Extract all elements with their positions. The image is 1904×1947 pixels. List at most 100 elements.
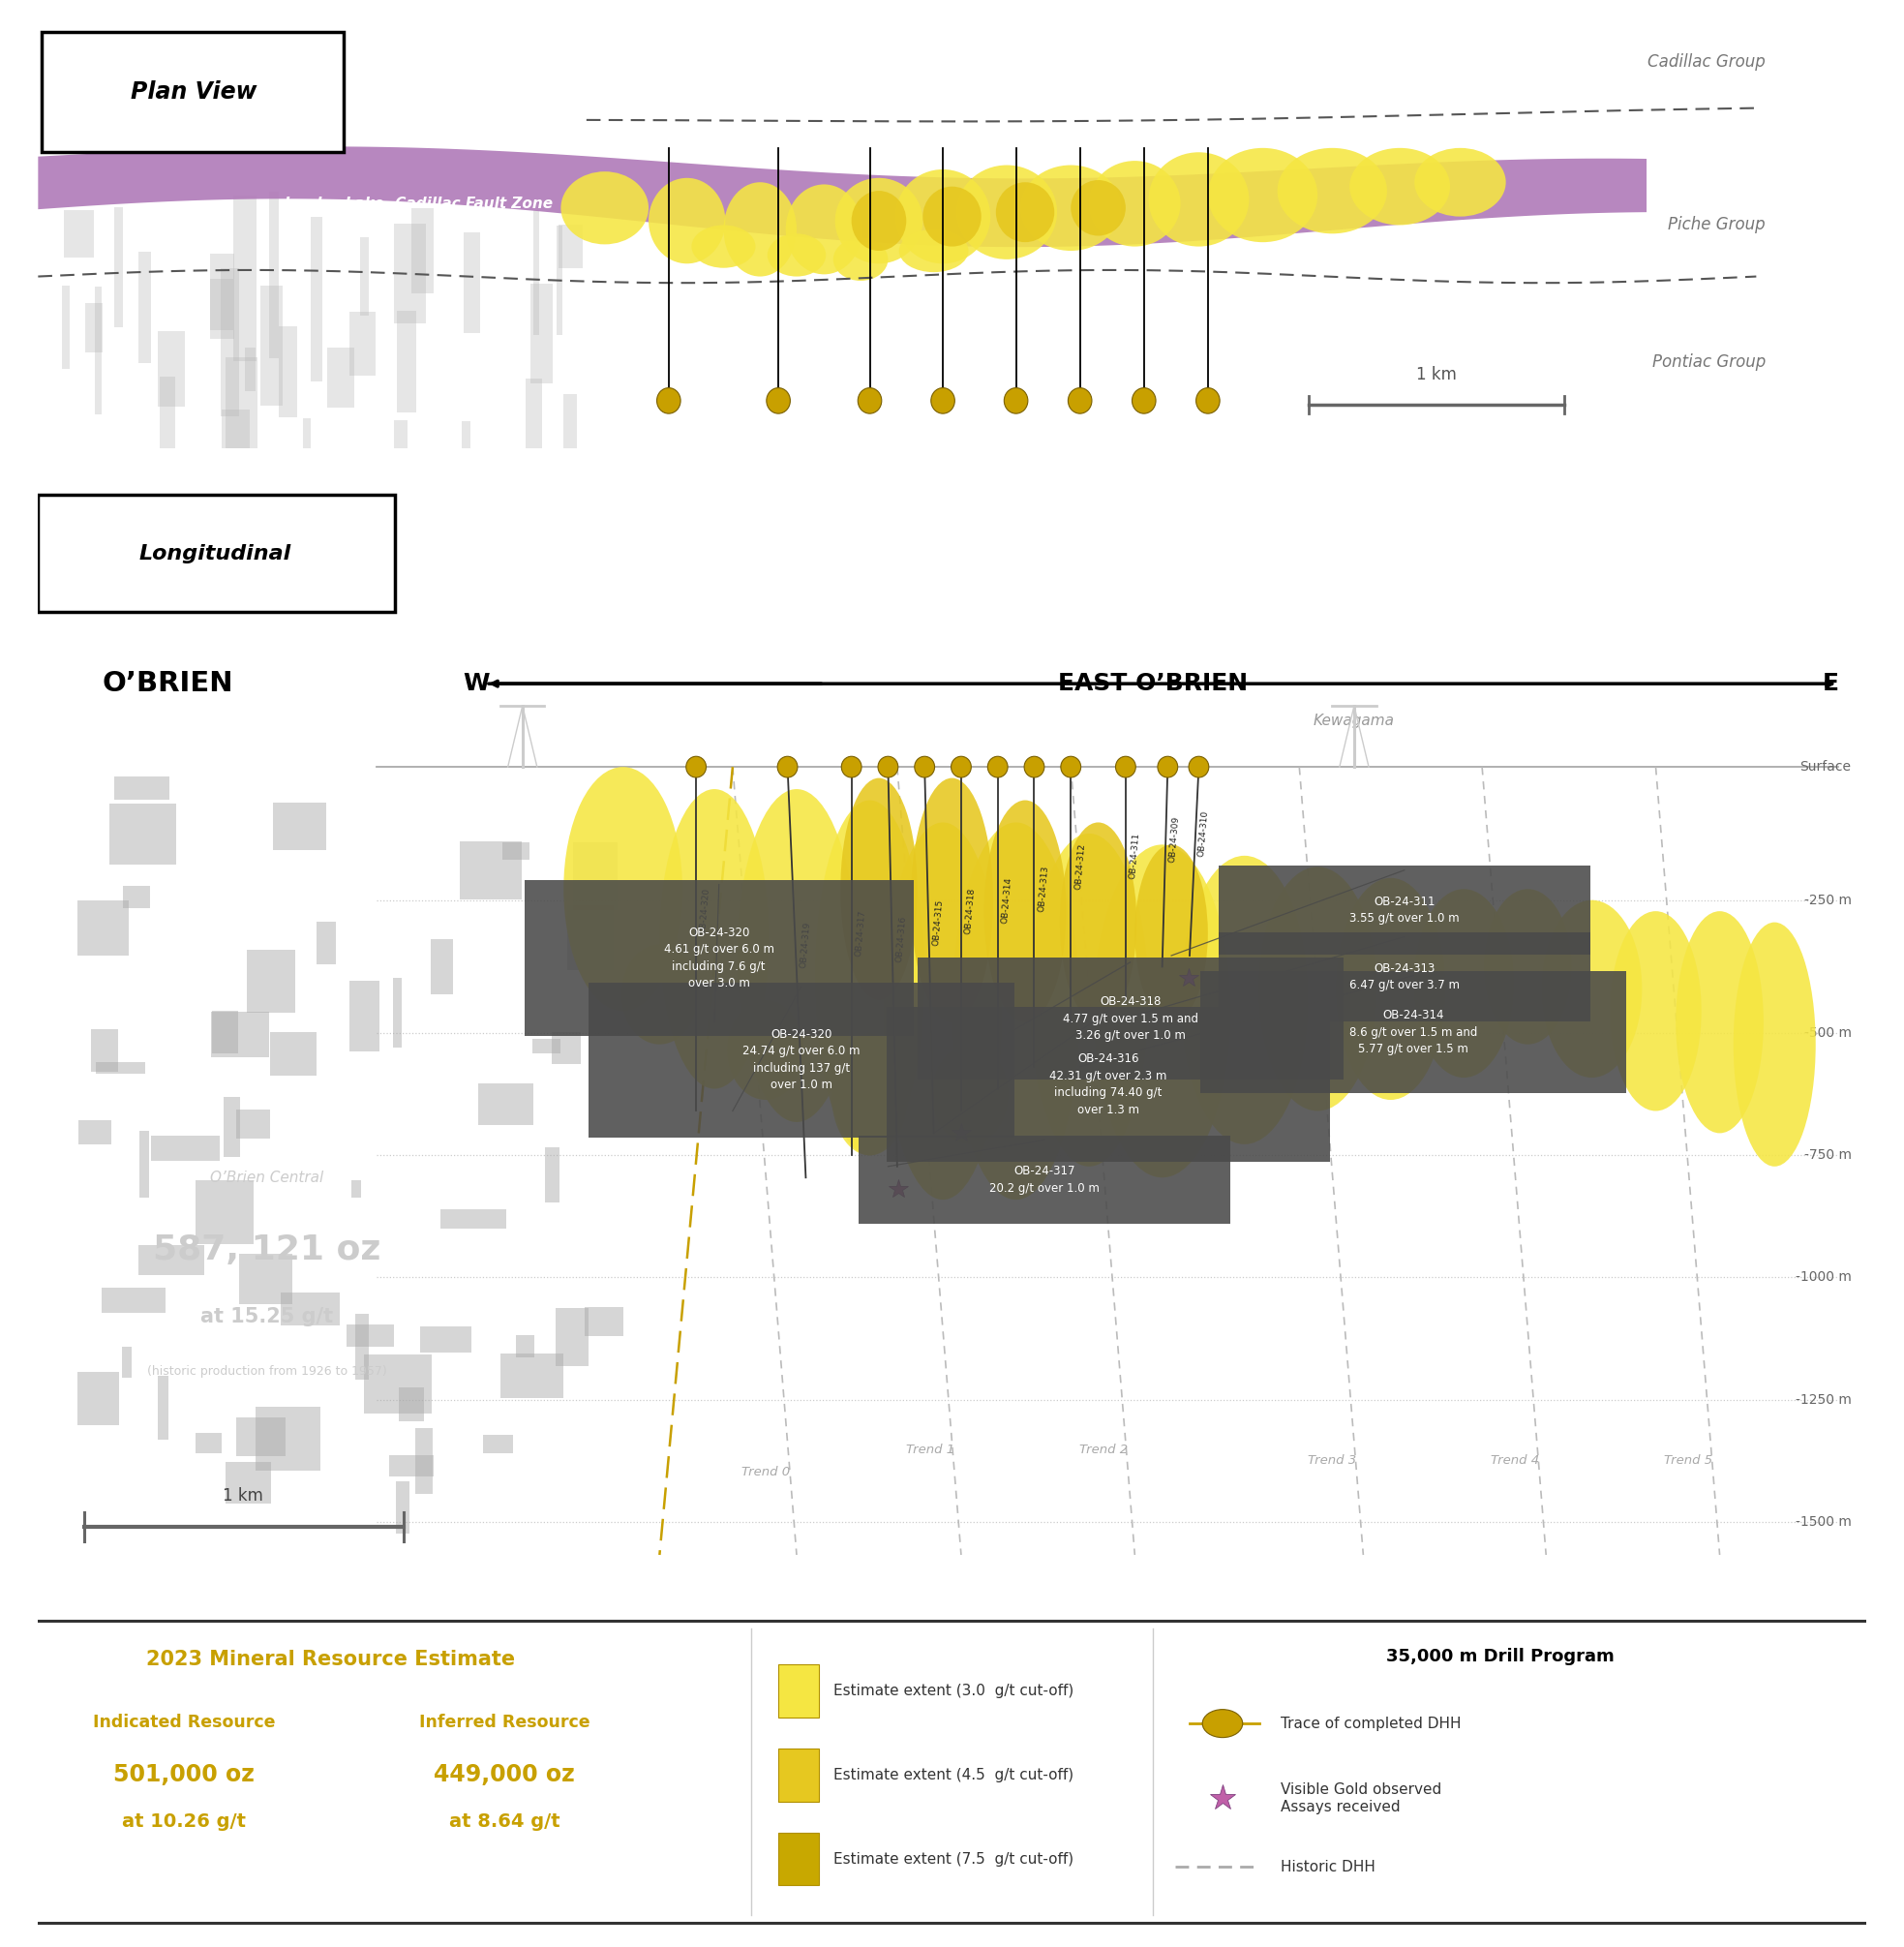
Ellipse shape	[834, 238, 887, 280]
Bar	[268, 193, 280, 358]
Text: Estimate extent (4.5  g/t cut-off): Estimate extent (4.5 g/t cut-off)	[834, 1768, 1074, 1782]
Bar	[139, 251, 150, 364]
Bar	[103, 1287, 166, 1312]
Ellipse shape	[895, 169, 990, 263]
Ellipse shape	[786, 185, 863, 275]
Bar	[97, 1061, 147, 1075]
Text: 35,000 m Drill Program: 35,000 m Drill Program	[1386, 1647, 1615, 1665]
Text: 501,000 oz: 501,000 oz	[114, 1764, 255, 1787]
Bar	[78, 900, 129, 956]
Text: Historic DHH: Historic DHH	[1281, 1859, 1377, 1875]
Bar	[122, 886, 150, 907]
Ellipse shape	[1116, 755, 1135, 777]
Text: Indicated Resource: Indicated Resource	[93, 1713, 276, 1731]
Text: Inferred Resource: Inferred Resource	[419, 1713, 590, 1731]
Text: 1 km: 1 km	[223, 1488, 263, 1505]
Ellipse shape	[727, 1001, 803, 1100]
Ellipse shape	[777, 755, 798, 777]
Ellipse shape	[1061, 755, 1081, 777]
Bar	[501, 1353, 564, 1398]
Bar	[779, 1665, 819, 1717]
Bar	[310, 216, 322, 382]
Ellipse shape	[1068, 387, 1091, 413]
Bar	[303, 419, 310, 555]
FancyBboxPatch shape	[1201, 972, 1626, 1092]
Text: Trend 4: Trend 4	[1491, 1454, 1538, 1466]
Bar	[388, 1454, 434, 1476]
Text: OB-24-314
8.6 g/t over 1.5 m and
5.77 g/t over 1.5 m: OB-24-314 8.6 g/t over 1.5 m and 5.77 g/…	[1350, 1009, 1478, 1055]
Bar	[364, 1355, 432, 1414]
Text: Surface: Surface	[1799, 759, 1851, 773]
Ellipse shape	[952, 755, 971, 777]
Text: OB-24-311
3.55 g/t over 1.0 m: OB-24-311 3.55 g/t over 1.0 m	[1350, 896, 1458, 925]
Text: OB-24-314: OB-24-314	[1000, 876, 1013, 923]
FancyBboxPatch shape	[1219, 866, 1590, 954]
Bar	[411, 208, 434, 292]
Bar	[280, 1293, 339, 1326]
Bar	[442, 1209, 506, 1229]
FancyBboxPatch shape	[918, 958, 1342, 1081]
Ellipse shape	[1542, 900, 1641, 1079]
Ellipse shape	[691, 226, 756, 269]
Bar	[421, 1326, 472, 1351]
Bar	[356, 1314, 369, 1380]
FancyBboxPatch shape	[42, 33, 343, 152]
Ellipse shape	[767, 387, 790, 413]
Bar	[160, 378, 175, 471]
Text: Trend 1: Trend 1	[906, 1443, 954, 1456]
Bar	[558, 224, 583, 267]
Bar	[556, 226, 562, 335]
Bar	[234, 197, 257, 360]
Ellipse shape	[621, 944, 699, 1044]
FancyBboxPatch shape	[1219, 933, 1590, 1020]
Text: W: W	[463, 672, 489, 695]
Bar	[236, 1417, 286, 1456]
Ellipse shape	[923, 187, 981, 247]
Ellipse shape	[1030, 833, 1148, 1166]
Ellipse shape	[836, 177, 923, 263]
Bar	[139, 1131, 149, 1197]
Ellipse shape	[1278, 148, 1386, 234]
Ellipse shape	[1024, 755, 1043, 777]
Bar	[484, 1435, 512, 1452]
Text: -250 m: -250 m	[1803, 894, 1851, 907]
Ellipse shape	[851, 191, 906, 251]
Bar	[430, 938, 453, 995]
Bar	[394, 977, 402, 1047]
Bar	[65, 210, 95, 257]
Ellipse shape	[657, 387, 680, 413]
Bar	[78, 1120, 112, 1145]
Text: Larder-Lake- Cadillac Fault Zone: Larder-Lake- Cadillac Fault Zone	[286, 197, 552, 210]
Bar	[396, 310, 415, 413]
Ellipse shape	[737, 789, 857, 1121]
Ellipse shape	[659, 789, 769, 1088]
Bar	[78, 1373, 118, 1425]
Text: 449,000 oz: 449,000 oz	[434, 1764, 575, 1787]
Bar	[270, 1032, 316, 1077]
Text: -1000 m: -1000 m	[1795, 1271, 1851, 1285]
Bar	[556, 1308, 588, 1365]
Text: Piche Group: Piche Group	[1668, 216, 1765, 234]
Ellipse shape	[649, 177, 725, 263]
Ellipse shape	[1207, 148, 1318, 241]
Ellipse shape	[1089, 162, 1180, 247]
Bar	[211, 1010, 238, 1053]
Ellipse shape	[1259, 866, 1377, 1112]
Bar	[531, 284, 552, 384]
Ellipse shape	[1061, 822, 1137, 1022]
Text: OB-24-313
6.47 g/t over 3.7 m: OB-24-313 6.47 g/t over 3.7 m	[1350, 962, 1460, 991]
Text: OB-24-316: OB-24-316	[895, 915, 908, 962]
Bar	[152, 1135, 221, 1160]
Polygon shape	[38, 146, 1647, 247]
Bar	[316, 921, 337, 964]
FancyBboxPatch shape	[588, 981, 1015, 1137]
Ellipse shape	[956, 165, 1057, 259]
Ellipse shape	[910, 779, 994, 1022]
Ellipse shape	[1021, 165, 1121, 251]
Bar	[122, 1347, 131, 1378]
Ellipse shape	[1070, 181, 1125, 236]
Bar	[347, 1324, 394, 1347]
Bar	[545, 1147, 560, 1203]
Ellipse shape	[1611, 911, 1702, 1112]
Bar	[223, 411, 249, 570]
